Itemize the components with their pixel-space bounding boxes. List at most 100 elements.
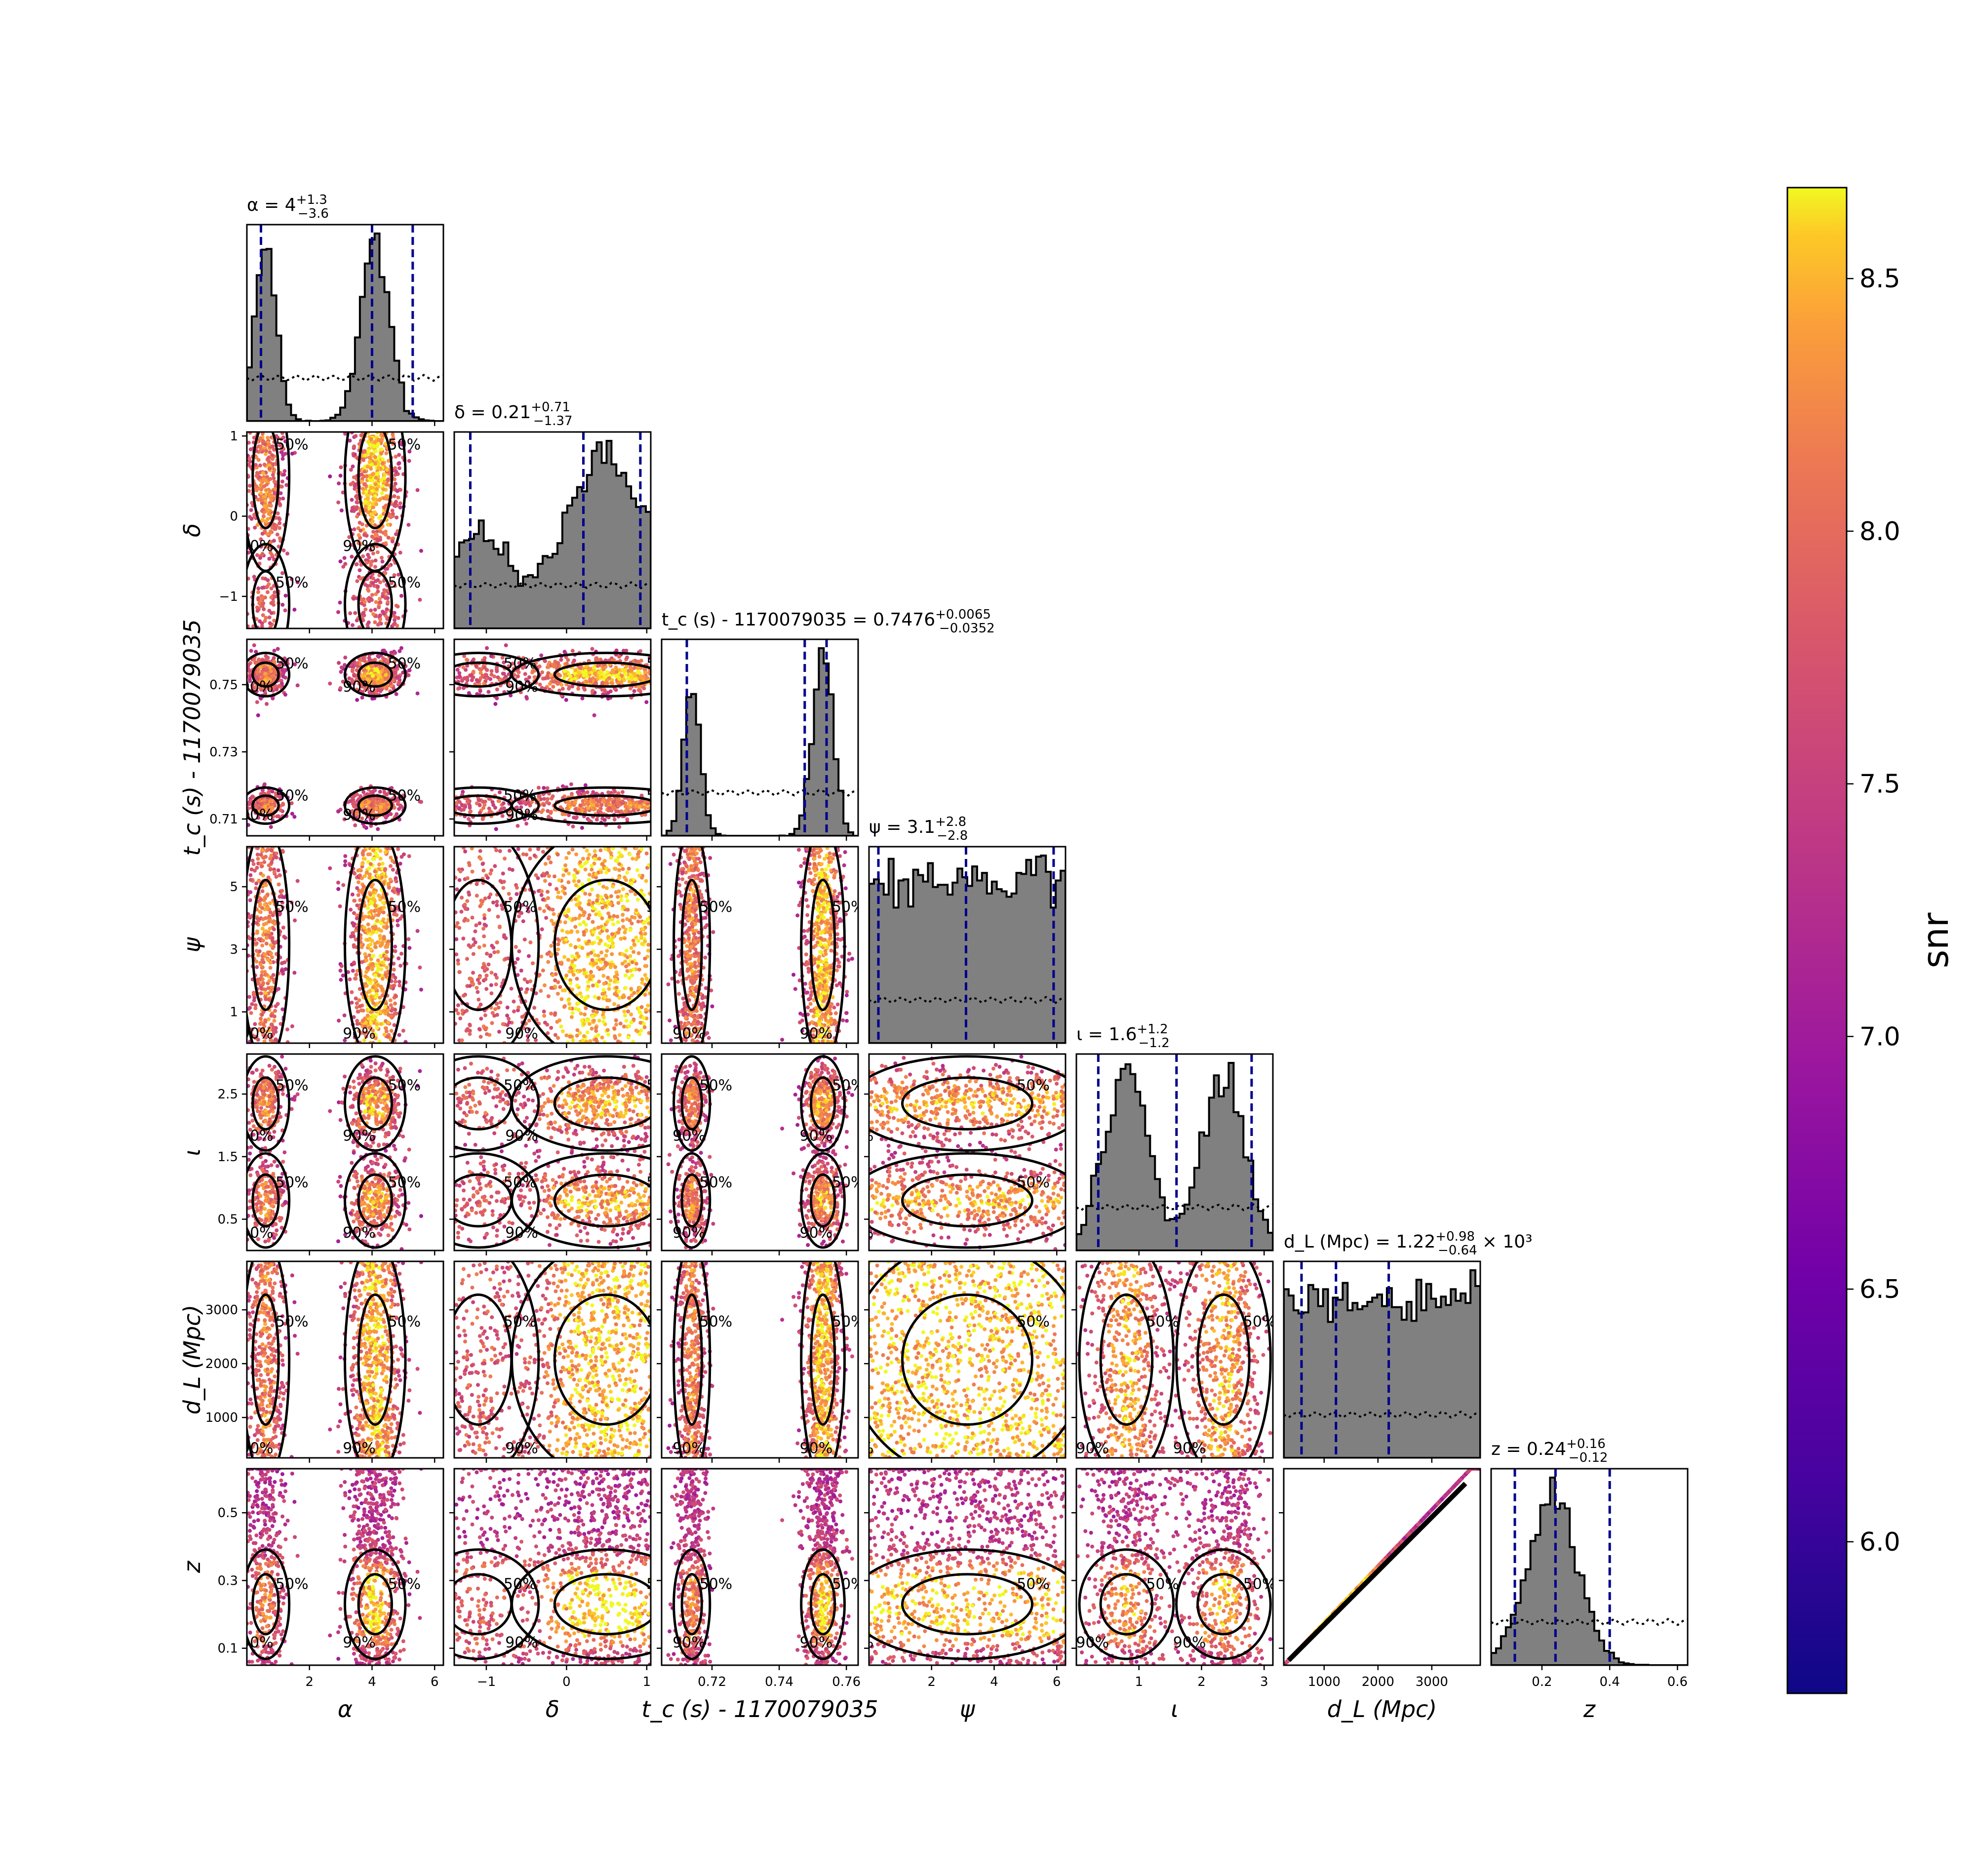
scatter-point [395, 923, 400, 928]
scatter-point [482, 803, 487, 807]
scatter-point [368, 872, 372, 877]
scatter-point [338, 473, 343, 478]
scatter-point [509, 693, 513, 698]
scatter-point [620, 673, 624, 678]
scatter-point [396, 847, 400, 851]
scatter-point [363, 974, 368, 978]
panel-psi-alpha: 50%90%50%90%135 [230, 846, 444, 1048]
scatter-point [547, 815, 551, 819]
scatter-point [385, 468, 390, 472]
scatter-point [390, 897, 394, 901]
scatter-point [271, 473, 275, 477]
scatter-point [477, 945, 481, 949]
scatter-point [361, 849, 366, 853]
scatter-point [247, 995, 251, 999]
scatter-point [378, 674, 382, 678]
scatter-point [256, 713, 260, 717]
scatter-point [486, 690, 491, 694]
contour-label-50: 50% [276, 436, 309, 454]
scatter-point [484, 677, 489, 681]
scatter-point [602, 800, 606, 804]
scatter-point [352, 679, 356, 684]
scatter-point [612, 866, 617, 871]
scatter-point [363, 453, 367, 458]
scatter-point [365, 677, 370, 681]
scatter-point [379, 1022, 383, 1026]
scatter-point [247, 663, 251, 667]
scatter-point [277, 873, 282, 878]
scatter-point [539, 653, 544, 658]
scatter-point [285, 1027, 289, 1032]
scatter-point [604, 681, 608, 686]
scatter-point [341, 883, 346, 887]
scatter-point [376, 827, 380, 831]
scatter-point [385, 567, 390, 571]
scatter-point [373, 482, 378, 487]
scatter-point [348, 611, 353, 616]
scatter-point [583, 1012, 587, 1016]
scatter-point [364, 1034, 368, 1039]
scatter-point [537, 664, 542, 668]
scatter-point [272, 802, 276, 807]
scatter-point [268, 621, 272, 625]
contour-label-50: 50% [504, 787, 537, 805]
scatter-point [587, 913, 592, 917]
scatter-point [348, 977, 352, 981]
scatter-point [283, 936, 287, 940]
scatter-point [509, 897, 513, 901]
scatter-point [381, 511, 386, 516]
scatter-point [247, 473, 250, 478]
scatter-point [280, 603, 285, 607]
scatter-point [363, 800, 368, 804]
scatter-point [384, 497, 388, 501]
scatter-point [383, 529, 388, 534]
scatter-point [250, 794, 255, 799]
scatter-point [369, 885, 374, 889]
scatter-point [398, 861, 402, 866]
scatter-point [384, 451, 389, 456]
scatter-point [551, 679, 555, 684]
scatter-point [545, 786, 550, 790]
scatter-point [374, 806, 378, 811]
scatter-point [367, 937, 372, 941]
scatter-point [368, 942, 373, 947]
scatter-point [502, 671, 506, 676]
scatter-point [381, 910, 386, 915]
scatter-point [268, 966, 273, 970]
contour-50 [357, 570, 393, 628]
scatter-point [526, 810, 530, 814]
scatter-point [460, 1038, 464, 1043]
scatter-point [254, 484, 258, 488]
scatter-point [290, 812, 294, 816]
scatter-point [562, 955, 567, 959]
scatter-point [253, 1006, 258, 1011]
scatter-point [255, 700, 259, 704]
scatter-point [360, 1018, 365, 1023]
scatter-point [359, 542, 363, 546]
scatter-point [272, 870, 276, 874]
scatter-point [460, 1009, 465, 1013]
scatter-point [269, 586, 274, 590]
scatter-point [630, 960, 634, 965]
scatter-point [389, 439, 393, 443]
scatter-point [260, 624, 264, 628]
scatter-point [386, 600, 390, 604]
scatter-point [268, 665, 272, 669]
scatter-point [367, 875, 372, 880]
scatter-point [515, 823, 520, 828]
scatter-point [362, 449, 367, 453]
scatter-point [263, 970, 267, 974]
scatter-point [393, 1012, 397, 1016]
scatter-point [397, 807, 401, 811]
scatter-point [397, 461, 401, 466]
scatter-point [530, 800, 534, 804]
scatter-point [268, 550, 273, 555]
scatter-point [267, 511, 271, 516]
contour-90 [247, 652, 291, 698]
scatter-point [418, 965, 422, 970]
scatter-point [371, 551, 375, 556]
scatter-point [558, 673, 562, 678]
scatter-point [362, 469, 367, 474]
scatter-point [264, 933, 268, 937]
scatter-point [359, 876, 364, 880]
